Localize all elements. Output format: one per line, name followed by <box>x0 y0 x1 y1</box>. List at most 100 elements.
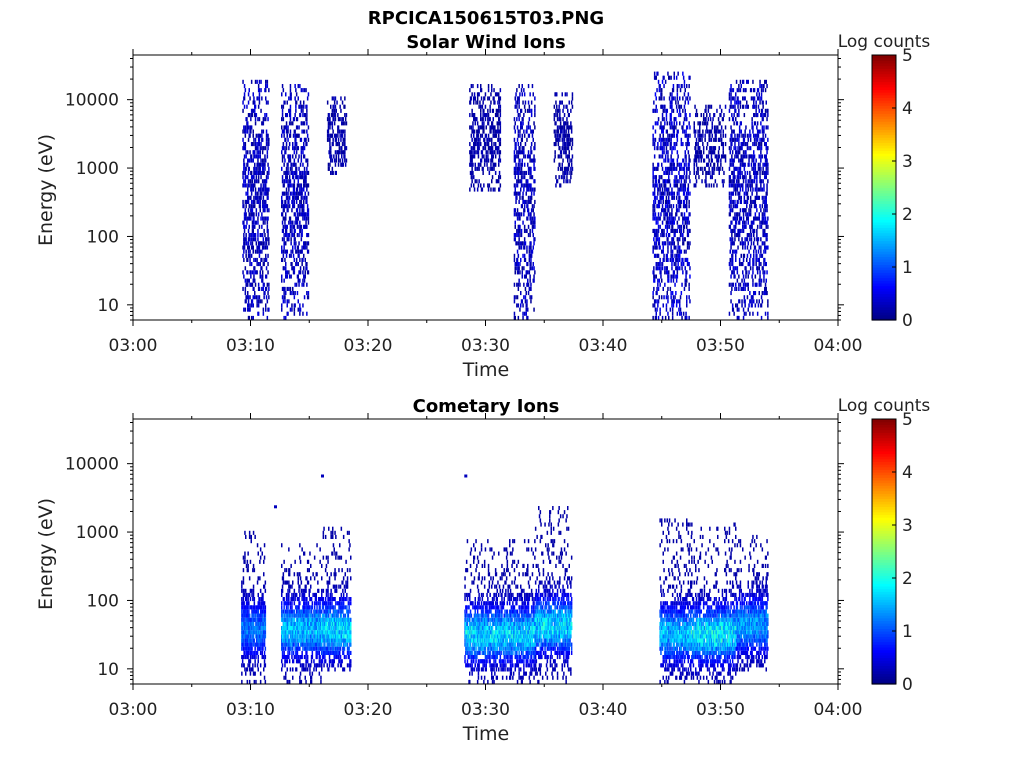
heatmap-cell <box>283 133 285 138</box>
heatmap-cell <box>250 605 252 610</box>
heatmap-cell <box>659 245 661 250</box>
heatmap-cell <box>746 100 748 105</box>
heatmap-cell <box>287 166 289 171</box>
heatmap-cell <box>255 170 258 175</box>
heatmap-cell <box>534 237 536 242</box>
heatmap-cell <box>469 154 472 159</box>
heatmap-cell <box>533 187 535 192</box>
heatmap-cell <box>745 274 747 279</box>
heatmap-cell <box>751 117 753 122</box>
heatmap-cell <box>243 588 245 593</box>
heatmap-cell <box>657 299 660 304</box>
heatmap-cell <box>664 108 666 113</box>
heatmap-cell <box>663 208 665 213</box>
heatmap-cell <box>660 212 662 217</box>
heatmap-cell <box>662 179 664 184</box>
heatmap-cell <box>526 299 528 304</box>
heatmap-cell <box>301 187 303 192</box>
heatmap-cell <box>744 303 746 308</box>
heatmap-cell <box>564 142 567 147</box>
heatmap-cell <box>763 170 765 175</box>
heatmap-cell <box>767 315 769 320</box>
heatmap-cell <box>514 158 516 163</box>
heatmap-cell <box>729 179 731 184</box>
colorbar-step <box>872 55 896 59</box>
heatmap-cell <box>250 117 252 122</box>
heatmap-cell <box>254 150 256 155</box>
heatmap-cell <box>336 150 338 155</box>
heatmap-cell <box>331 96 334 101</box>
heatmap-cell <box>470 133 473 138</box>
heatmap-cell <box>739 199 742 204</box>
heatmap-cell <box>665 199 668 204</box>
heatmap-cell <box>729 175 731 180</box>
colorbar-step <box>872 70 896 75</box>
heatmap-cell <box>661 249 663 254</box>
heatmap-cell <box>695 175 697 180</box>
colorbar-step <box>872 153 896 157</box>
heatmap-cell <box>679 303 681 308</box>
heatmap-cell <box>756 228 758 233</box>
heatmap-cell <box>246 117 248 122</box>
colorbar-step <box>872 166 896 170</box>
heatmap-cell <box>298 233 300 238</box>
heatmap-cell <box>716 166 718 171</box>
heatmap-cell <box>661 146 664 151</box>
heatmap-cell <box>245 299 247 304</box>
heatmap-cell <box>299 162 302 167</box>
heatmap-cell <box>299 183 301 188</box>
heatmap-cell <box>530 299 532 304</box>
heatmap-cell <box>735 92 737 97</box>
heatmap-cell <box>285 224 287 229</box>
heatmap-cell <box>263 179 265 184</box>
heatmap-cell <box>299 191 302 196</box>
heatmap-cell <box>730 142 732 147</box>
heatmap-cell <box>529 212 531 217</box>
heatmap-cell <box>296 220 299 225</box>
heatmap-cell <box>671 307 674 312</box>
heatmap-cell <box>762 104 764 109</box>
heatmap-cell <box>734 96 736 101</box>
heatmap-cell <box>753 162 755 167</box>
heatmap-cell <box>676 228 679 233</box>
heatmap-cell <box>304 137 306 142</box>
heatmap-cell <box>734 142 736 147</box>
heatmap-cell <box>682 175 684 180</box>
heatmap-cell <box>747 233 749 238</box>
heatmap-cell <box>264 291 266 296</box>
heatmap-cell <box>495 113 498 118</box>
heatmap-cell <box>499 183 502 188</box>
heatmap-cell <box>243 158 245 163</box>
heatmap-cell <box>517 179 520 184</box>
heatmap-cell <box>665 146 668 151</box>
heatmap-cell <box>657 117 660 122</box>
heatmap-cell <box>742 142 745 147</box>
heatmap-cell <box>738 158 740 163</box>
heatmap-cell <box>286 299 288 304</box>
heatmap-cell <box>722 150 724 155</box>
heatmap-cell <box>657 121 659 126</box>
heatmap-cell <box>244 530 246 535</box>
heatmap-cell <box>671 257 674 262</box>
heatmap-cell <box>299 266 302 271</box>
heatmap-cell <box>567 146 570 151</box>
heatmap-cell <box>730 282 732 287</box>
heatmap-cell <box>248 224 250 229</box>
heatmap-cell <box>286 170 288 175</box>
heatmap-cell <box>470 170 473 175</box>
colorbar-step <box>872 192 896 197</box>
heatmap-cell <box>763 262 765 267</box>
heatmap-cell <box>742 208 745 213</box>
heatmap-cell <box>256 199 258 204</box>
heatmap-cell <box>731 237 733 242</box>
heatmap-cell <box>292 266 295 271</box>
heatmap-cell <box>297 307 299 312</box>
heatmap-cell <box>523 113 525 118</box>
heatmap-cell <box>256 642 258 647</box>
heatmap-cell <box>484 104 487 109</box>
heatmap-cell <box>717 158 720 163</box>
heatmap-cell <box>686 241 689 246</box>
heatmap-cell <box>246 626 249 631</box>
heatmap-cell <box>306 162 309 167</box>
heatmap-cell <box>491 175 494 180</box>
